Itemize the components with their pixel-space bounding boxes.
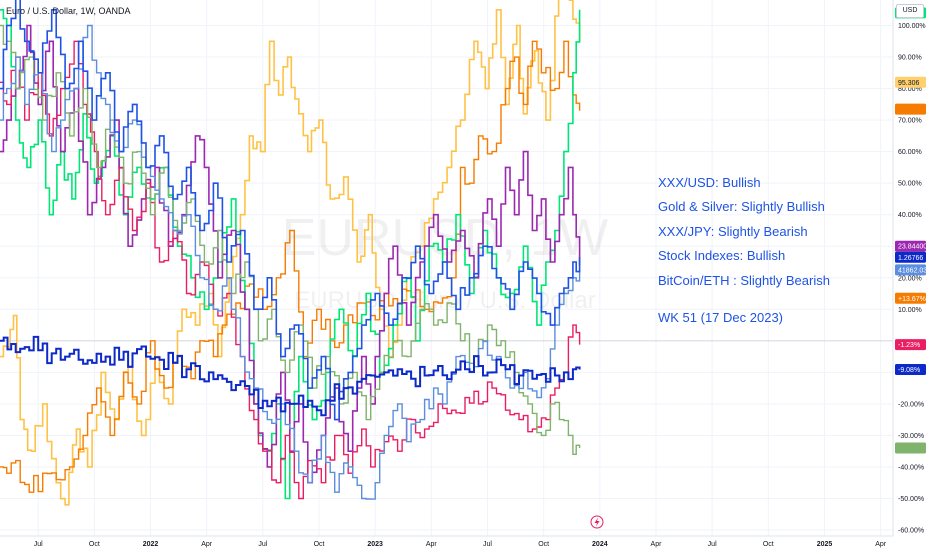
x-tick-label: 2023: [367, 541, 383, 548]
annotation-xxx-jpy: XXX/JPY: Slightly Bearish: [658, 224, 808, 239]
y-tick-label: 80.00%: [898, 86, 922, 93]
y-tick-label: 60.00%: [898, 149, 922, 156]
x-tick-label: Oct: [314, 541, 325, 548]
watermark-symbol: EURUSD, 1W: [282, 209, 608, 267]
x-tick-label: 2022: [143, 541, 159, 548]
y-tick-label: 40.00%: [898, 212, 922, 219]
series-line-9[interactable]: [0, 335, 581, 417]
series-line-1[interactable]: [0, 0, 581, 506]
y-tick-label: 70.00%: [898, 118, 922, 125]
x-tick-label: Jul: [34, 541, 43, 548]
price-label-text: 1.26766: [898, 255, 923, 262]
chart-title: Euro / U.S. Dollar, 1W, OANDA: [6, 6, 131, 16]
y-tick-label: -50.00%: [898, 496, 924, 503]
annotation-week: WK 51 (17 Dec 2023): [658, 310, 783, 325]
series-line-2[interactable]: [0, 40, 581, 493]
price-label-text: 23.84400: [898, 244, 927, 251]
x-tick-label: 2024: [592, 541, 608, 548]
series-line-8[interactable]: [0, 0, 581, 421]
x-tick-label: 2025: [817, 541, 833, 548]
price-axis[interactable]: 100.00% 90.00% 80.00% 70.00% 60.00% 50.00% 40.…: [898, 23, 926, 534]
x-tick-label: Jul: [708, 541, 717, 548]
x-tick-label: Oct: [89, 541, 100, 548]
y-tick-label: 90.00%: [898, 55, 922, 62]
annotation-stock-indexes: Stock Indexes: Bullish: [658, 248, 785, 263]
y-tick-label: 10.00%: [898, 307, 922, 314]
annotation-xxx-usd: XXX/USD: Bullish: [658, 175, 761, 190]
y-tick-label: -40.00%: [898, 464, 924, 471]
currency-button[interactable]: USD: [896, 4, 924, 18]
y-tick-label: -30.00%: [898, 433, 924, 440]
x-tick-label: Jul: [258, 541, 267, 548]
x-tick-label: Apr: [201, 541, 213, 548]
price-labels: 95.306 23.84400 1.26766 41862.03 +13.67% -1.2…: [895, 7, 927, 454]
price-label: 95.306: [895, 76, 926, 88]
price-label-text: +13.67%: [898, 296, 926, 303]
price-label-text: -9.08%: [898, 367, 920, 374]
x-tick-label: Oct: [538, 541, 549, 548]
series-line-4[interactable]: [0, 24, 581, 484]
price-label: -1.23%: [895, 339, 926, 351]
x-tick-label: Oct: [763, 541, 774, 548]
price-label-text: -1.23%: [898, 342, 920, 349]
price-label: [895, 103, 926, 115]
lightning-icon[interactable]: [590, 515, 604, 529]
price-label: 1.26766: [895, 251, 926, 263]
price-label: +13.67%: [895, 292, 926, 304]
price-label: 41862.03: [895, 264, 927, 276]
price-label-text: 41862.03: [898, 267, 927, 274]
y-tick-label: 100.00%: [898, 23, 926, 30]
y-tick-label: -20.00%: [898, 401, 924, 408]
y-tick-label: -60.00%: [898, 528, 924, 535]
annotation-box: XXX/USD: Bullish Gold & Silver: Slightly…: [658, 175, 830, 325]
price-label-text: 95.306: [898, 80, 920, 87]
watermark-description: EURUSD, Euro / U.S. Dollar: [294, 287, 595, 314]
price-label: [895, 442, 926, 454]
y-tick-label: 50.00%: [898, 181, 922, 188]
series-group[interactable]: [0, 0, 581, 506]
x-tick-label: Apr: [426, 541, 438, 548]
x-tick-label: Jul: [483, 541, 492, 548]
price-label: -9.08%: [895, 364, 926, 376]
x-tick-label: Apr: [651, 541, 663, 548]
y-tick-label: 20.00%: [898, 275, 922, 282]
annotation-bitcoin-eth: BitCoin/ETH : Slightly Bearish: [658, 273, 830, 288]
x-tick-label: Apr: [875, 541, 887, 548]
time-axis[interactable]: Jul Oct 2022 Apr Jul Oct 2023 Apr Jul Oct 2024 Apr J…: [34, 541, 887, 548]
annotation-gold-silver: Gold & Silver: Slightly Bullish: [658, 199, 825, 214]
price-label: 23.84400: [895, 240, 927, 252]
series-line-5[interactable]: [0, 40, 581, 500]
series-line-7[interactable]: [0, 24, 581, 500]
